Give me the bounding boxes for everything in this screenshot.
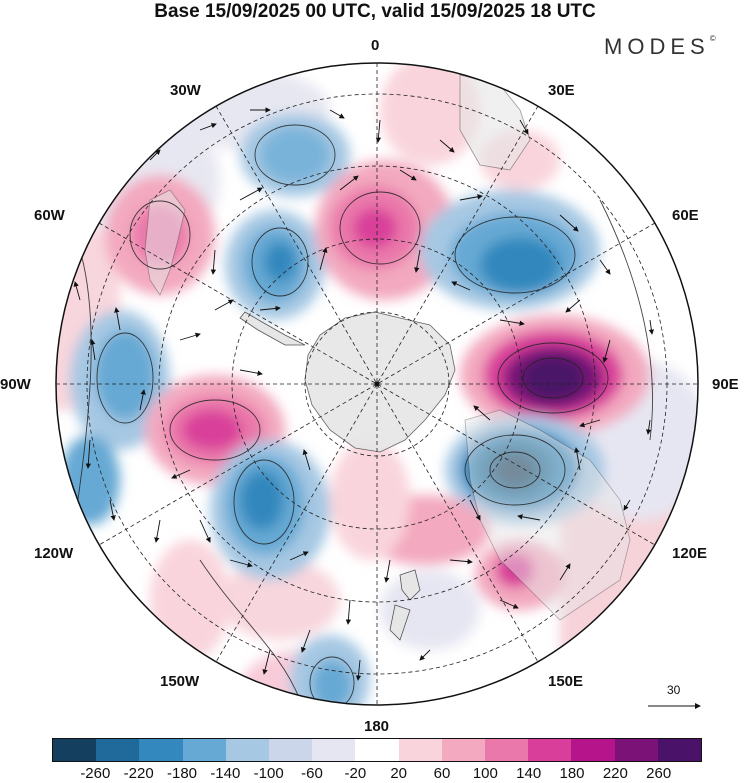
colorbar-swatch [485, 739, 529, 761]
lon-label-30w: 30W [170, 82, 201, 99]
colorbar-swatch [441, 739, 486, 761]
colorbar-swatch [139, 739, 183, 761]
colorbar-swatch [528, 739, 572, 761]
colorbar-tick-label: 260 [646, 765, 672, 782]
colorbar [52, 738, 702, 762]
colorbar-swatch [398, 739, 442, 761]
brand-text: MODES [604, 34, 710, 59]
colorbar-swatch [312, 739, 356, 761]
lon-label-0: 0 [371, 37, 380, 54]
page-title: Base 15/09/2025 00 UTC, valid 15/09/2025… [154, 1, 596, 22]
lon-label-30e: 30E [548, 82, 575, 99]
colorbar-swatch [657, 739, 702, 761]
map-border [55, 62, 699, 706]
colorbar-tick-label: -180 [166, 765, 198, 782]
lon-label-120w: 120W [34, 545, 74, 562]
lon-label-60w: 60W [34, 207, 65, 224]
brand-mark: © [709, 34, 716, 43]
colorbar-swatch [182, 739, 226, 761]
reference-vector-value: 30 [667, 683, 681, 697]
colorbar-tick-label: 20 [390, 765, 407, 782]
colorbar-swatch [355, 739, 399, 761]
lon-label-90e: 90E [712, 376, 739, 393]
lon-label-180: 180 [364, 718, 390, 735]
colorbar-tick-label: -100 [253, 765, 284, 782]
coastlines [144, 74, 631, 641]
colorbar-tick-label: -220 [123, 765, 154, 782]
brand-logo: MODES© [604, 34, 716, 60]
colorbar-swatch [571, 739, 615, 761]
colorbar-swatch [614, 739, 658, 761]
map-disk [56, 63, 698, 705]
lon-label-60e: 60E [672, 207, 699, 224]
colorbar-tick-label: -20 [344, 765, 367, 782]
lon-label-90w: 90W [0, 376, 31, 393]
colorbar-tick-label: 60 [433, 765, 451, 782]
graticule [56, 63, 698, 705]
contour-lines [74, 124, 653, 705]
colorbar-tick-label: 100 [472, 765, 498, 782]
colorbar-swatch [96, 739, 140, 761]
colorbar-tick-label: 140 [516, 765, 542, 782]
colorbar-swatch [53, 739, 97, 761]
colorbar-tick-label: -60 [301, 765, 323, 782]
lon-label-150w: 150W [160, 673, 200, 690]
colorbar-swatch [269, 739, 313, 761]
colorbar-tick-label: -140 [210, 765, 241, 782]
colorbar-tick-label: 220 [602, 765, 628, 782]
colorbar-tick-label: 180 [559, 765, 585, 782]
lon-label-150e: 150E [548, 673, 584, 690]
colorbar-tick-label: -260 [80, 765, 111, 782]
lon-label-120e: 120E [672, 545, 708, 562]
colorbar-swatch [225, 739, 270, 761]
